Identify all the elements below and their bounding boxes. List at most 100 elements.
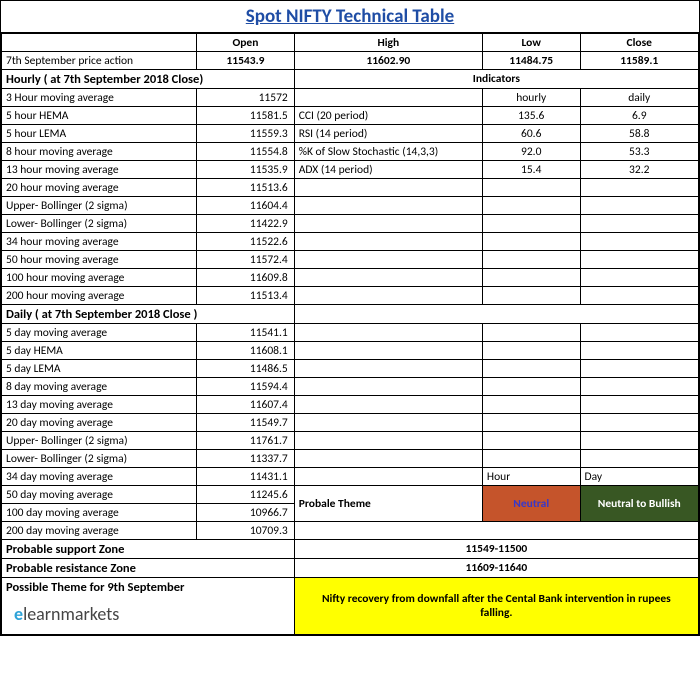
support-value: 11549-11500 (294, 540, 698, 559)
daily-label: 5 day HEMA (2, 342, 197, 360)
table-row: Upper- Bollinger (2 sigma)11604.4 (2, 197, 699, 215)
daily-value: 11549.7 (197, 414, 295, 432)
ind-col-hourly: hourly (482, 89, 580, 107)
daily-value: 11337.7 (197, 450, 295, 468)
hourly-value: 11522.6 (197, 233, 295, 251)
table-row: 5 day LEMA11486.5 (2, 360, 699, 378)
indicators-header: Indicators (294, 70, 698, 89)
table-row: 13 day moving average11607.4 (2, 396, 699, 414)
daily-label: 5 day moving average (2, 324, 197, 342)
price-action-label: 7th September price action (2, 52, 197, 70)
daily-value: 10966.7 (197, 504, 295, 522)
theme-col-day: Day (580, 468, 699, 486)
daily-value: 11541.1 (197, 324, 295, 342)
indicator-label: CCI (20 period) (294, 107, 482, 125)
hourly-value: 11422.9 (197, 215, 295, 233)
hourly-label: 13 hour moving average (2, 161, 197, 179)
daily-label: Upper- Bollinger (2 sigma) (2, 432, 197, 450)
daily-value: 11761.7 (197, 432, 295, 450)
hourly-value: 11609.8 (197, 269, 295, 287)
table-row: 3 Hour moving average 11572 hourly daily (2, 89, 699, 107)
hourly-label: Lower- Bollinger (2 sigma) (2, 215, 197, 233)
indicator-label: %K of Slow Stochastic (14,3,3) (294, 143, 482, 161)
daily-value: 11245.6 (197, 486, 295, 504)
theme-col-hour: Hour (482, 468, 580, 486)
table-row: 50 hour moving average11572.4 (2, 251, 699, 269)
indicator-daily: 6.9 (580, 107, 699, 125)
price-action-row: 7th September price action 11543.9 11602… (2, 52, 699, 70)
daily-label: 50 day moving average (2, 486, 197, 504)
theme-section: Possible Theme for 9th September elearnm… (2, 578, 295, 635)
hourly-value: 11572 (197, 89, 295, 107)
price-open: 11543.9 (197, 52, 295, 70)
theme-hour-value: Neutral (482, 486, 580, 522)
table-row: 50 day moving average 11245.6 Probale Th… (2, 486, 699, 504)
col-open: Open (197, 34, 295, 52)
table-row: 5 hour HEMA 11581.5 CCI (20 period) 135.… (2, 107, 699, 125)
daily-label: Lower- Bollinger (2 sigma) (2, 450, 197, 468)
resistance-label: Probable resistance Zone (2, 559, 295, 578)
hourly-label: 20 hour moving average (2, 179, 197, 197)
daily-label: 20 day moving average (2, 414, 197, 432)
daily-value: 10709.3 (197, 522, 295, 540)
hourly-label: 5 hour HEMA (2, 107, 197, 125)
daily-label: 34 day moving average (2, 468, 197, 486)
daily-value: 11431.1 (197, 468, 295, 486)
table-row: 13 hour moving average 11535.9 ADX (14 p… (2, 161, 699, 179)
page-title: Spot NIFTY Technical Table (1, 1, 699, 33)
table-row: 34 hour moving average11522.6 (2, 233, 699, 251)
resistance-row: Probable resistance Zone 11609-11640 (2, 559, 699, 578)
header-row: Open High Low Close (2, 34, 699, 52)
col-close: Close (580, 34, 699, 52)
table-row: 200 hour moving average11513.4 (2, 287, 699, 305)
ind-col-daily: daily (580, 89, 699, 107)
table-row: Upper- Bollinger (2 sigma)11761.7 (2, 432, 699, 450)
daily-section-header: Daily ( at 7th September 2018 Close ) (2, 305, 295, 324)
indicator-hourly: 60.6 (482, 125, 580, 143)
hourly-value: 11604.4 (197, 197, 295, 215)
support-label: Probable support Zone (2, 540, 295, 559)
table-row: 200 day moving average10709.3 (2, 522, 699, 540)
technical-table: Spot NIFTY Technical Table Open High Low… (0, 0, 700, 636)
table-row: Lower- Bollinger (2 sigma)11422.9 (2, 215, 699, 233)
hourly-label: 200 hour moving average (2, 287, 197, 305)
table-row: 8 day moving average11594.4 (2, 378, 699, 396)
daily-value: 11594.4 (197, 378, 295, 396)
main-table: Open High Low Close 7th September price … (1, 33, 699, 635)
table-row: 20 hour moving average11513.6 (2, 179, 699, 197)
table-row: 5 day moving average11541.1 (2, 324, 699, 342)
daily-label: 100 day moving average (2, 504, 197, 522)
hourly-value: 11554.8 (197, 143, 295, 161)
elearnmarkets-logo: elearnmarkets (6, 595, 290, 633)
table-row: 100 hour moving average11609.8 (2, 269, 699, 287)
hourly-value: 11513.6 (197, 179, 295, 197)
price-high: 11602.90 (294, 52, 482, 70)
possible-theme-label: Possible Theme for 9th September (6, 580, 290, 595)
support-row: Probable support Zone 11549-11500 (2, 540, 699, 559)
hourly-value: 11559.3 (197, 125, 295, 143)
daily-label: 200 day moving average (2, 522, 197, 540)
table-row: 20 day moving average11549.7 (2, 414, 699, 432)
indicator-hourly: 15.4 (482, 161, 580, 179)
hourly-value: 11572.4 (197, 251, 295, 269)
price-close: 11589.1 (580, 52, 699, 70)
table-row: 5 day HEMA11608.1 (2, 342, 699, 360)
indicator-hourly: 135.6 (482, 107, 580, 125)
daily-label: 5 day LEMA (2, 360, 197, 378)
price-low: 11484.75 (482, 52, 580, 70)
table-row: 5 hour LEMA 11559.3 RSI (14 period) 60.6… (2, 125, 699, 143)
hourly-value: 11535.9 (197, 161, 295, 179)
daily-label: 8 day moving average (2, 378, 197, 396)
hourly-label: Upper- Bollinger (2 sigma) (2, 197, 197, 215)
hourly-label: 34 hour moving average (2, 233, 197, 251)
daily-label: 13 day moving average (2, 396, 197, 414)
indicator-daily: 32.2 (580, 161, 699, 179)
hourly-section-header: Hourly ( at 7th September 2018 Close) (2, 70, 295, 89)
col-high: High (294, 34, 482, 52)
hourly-value: 11581.5 (197, 107, 295, 125)
indicator-daily: 58.8 (580, 125, 699, 143)
hourly-value: 11513.4 (197, 287, 295, 305)
theme-day-value: Neutral to Bullish (580, 486, 699, 522)
table-row: Lower- Bollinger (2 sigma)11337.7 (2, 450, 699, 468)
indicator-label: ADX (14 period) (294, 161, 482, 179)
